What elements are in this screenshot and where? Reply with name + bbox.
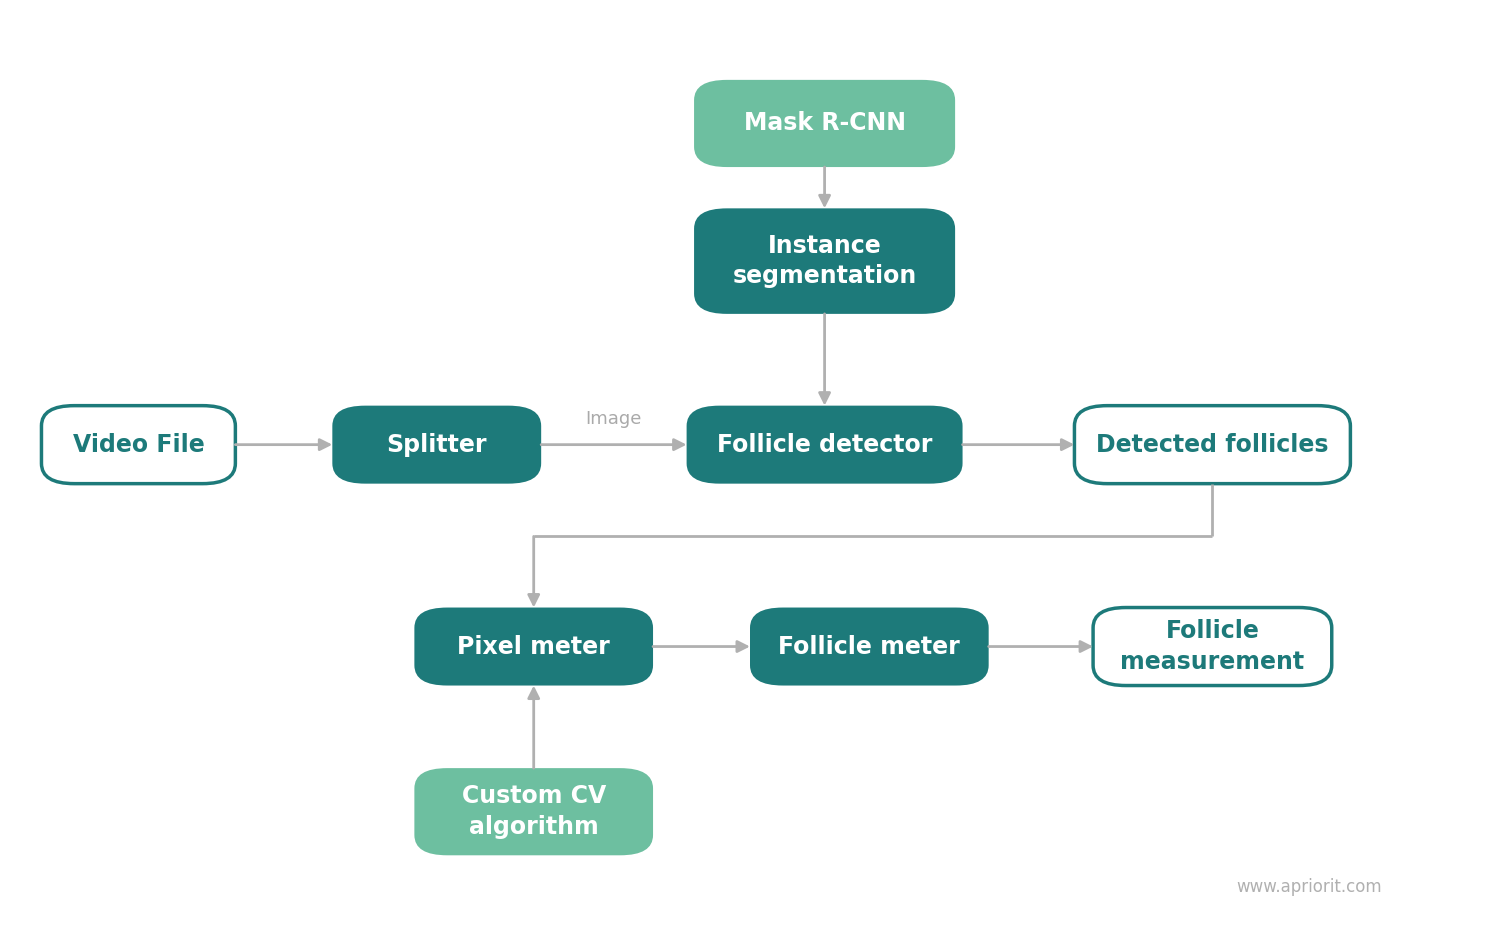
Text: Image: Image [585, 410, 642, 428]
Text: www.apriorit.com: www.apriorit.com [1236, 878, 1382, 896]
FancyBboxPatch shape [694, 80, 956, 167]
FancyBboxPatch shape [414, 769, 652, 856]
Text: Video File: Video File [72, 432, 204, 457]
FancyBboxPatch shape [414, 607, 652, 685]
Text: Follicle
measurement: Follicle measurement [1120, 619, 1305, 674]
Text: Splitter: Splitter [387, 432, 488, 457]
FancyBboxPatch shape [750, 607, 988, 685]
Text: Pixel meter: Pixel meter [458, 634, 610, 658]
FancyBboxPatch shape [42, 406, 236, 483]
FancyBboxPatch shape [333, 406, 542, 483]
FancyBboxPatch shape [1094, 607, 1332, 685]
Text: Detected follicles: Detected follicles [1096, 432, 1329, 457]
FancyBboxPatch shape [1074, 406, 1350, 483]
FancyBboxPatch shape [687, 406, 963, 483]
Text: Instance
segmentation: Instance segmentation [732, 233, 916, 288]
Text: Custom CV
algorithm: Custom CV algorithm [462, 784, 606, 839]
Text: Follicle meter: Follicle meter [778, 634, 960, 658]
Text: Mask R-CNN: Mask R-CNN [744, 111, 906, 135]
FancyBboxPatch shape [694, 208, 956, 314]
Text: Follicle detector: Follicle detector [717, 432, 933, 457]
